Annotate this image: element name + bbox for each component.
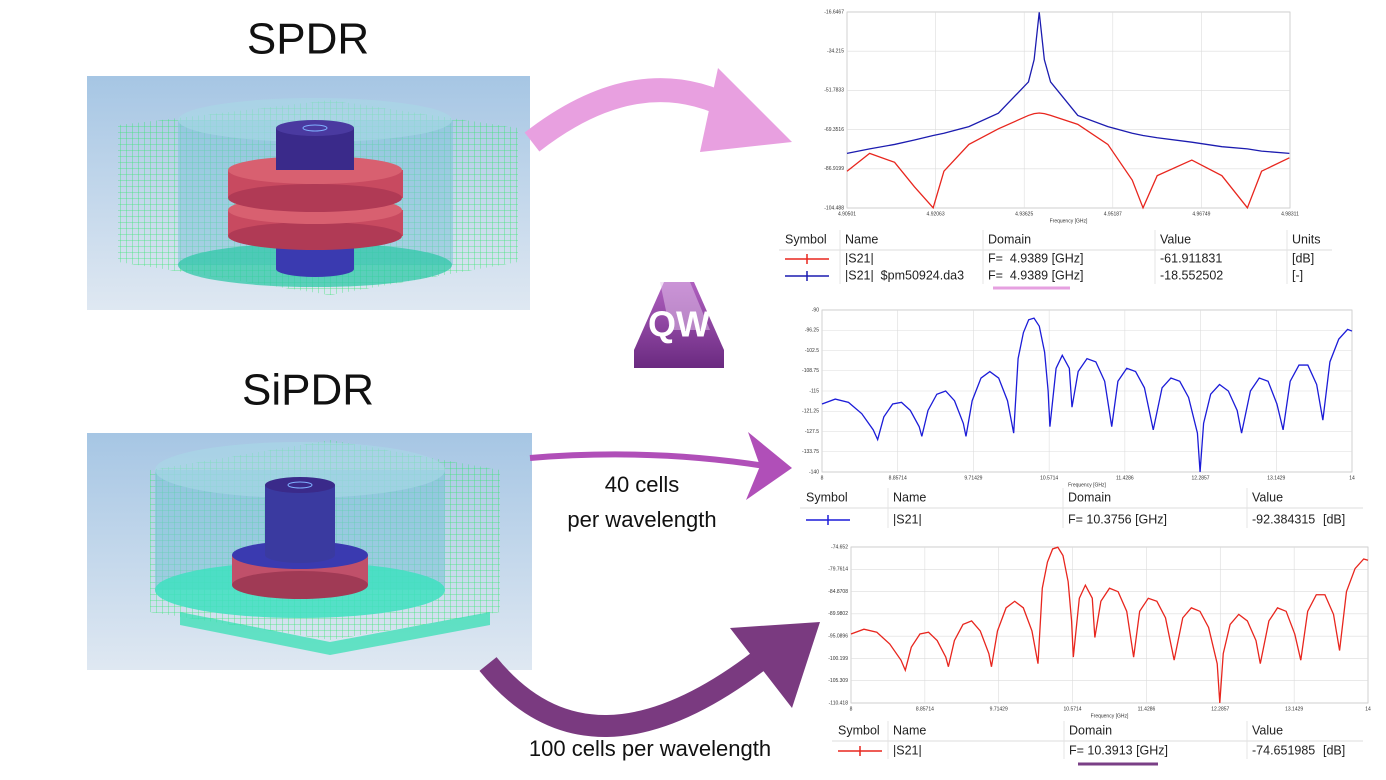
y-tick-label: -69.3516 [824, 127, 844, 133]
table-cell: -92.384315 [1252, 512, 1315, 526]
x-tick-label: 8.85714 [889, 475, 907, 481]
logo-text: QW [648, 304, 710, 345]
y-tick-label: -104.488 [824, 205, 844, 211]
x-tick-label: 14 [1365, 706, 1371, 712]
y-tick-label: -84.8708 [828, 589, 848, 595]
table-header: Units [1292, 232, 1320, 246]
y-tick-label: -110.418 [829, 700, 849, 706]
plot-area [846, 11, 1291, 209]
y-tick-label: -140 [809, 469, 819, 475]
x-tick-label: 9.71429 [964, 475, 982, 481]
y-tick-label: -102.5 [805, 348, 819, 354]
series-line [850, 546, 1369, 703]
y-tick-label: -51.7833 [824, 88, 844, 94]
table-header: Symbol [785, 232, 827, 246]
table-cell: -18.552502 [1160, 268, 1223, 282]
y-tick-label: -96.25 [805, 328, 819, 334]
x-tick-label: 10.5714 [1040, 475, 1058, 481]
annotation: 100 cells per wavelength [529, 736, 771, 761]
y-tick-label: -34.215 [827, 49, 844, 55]
legend-name: |S21| [893, 743, 922, 757]
y-tick-label: -121.25 [802, 409, 819, 415]
y-tick-label: -74.652 [831, 544, 848, 550]
x-axis-label: Frequency [GHz] [1091, 713, 1129, 719]
x-tick-label: 13.1429 [1285, 706, 1303, 712]
table-cell: F= 10.3913 [GHz] [1069, 743, 1168, 757]
x-tick-label: 12.2857 [1211, 706, 1229, 712]
x-tick-label: 9.71429 [990, 706, 1008, 712]
arrows [479, 68, 820, 737]
x-tick-label: 14 [1349, 475, 1355, 481]
table-header: Name [845, 232, 878, 246]
legend-name: |S21| [845, 251, 874, 265]
y-tick-label: -89.9802 [828, 611, 848, 617]
x-tick-label: 11.4286 [1116, 475, 1134, 481]
annotation: per wavelength [567, 507, 716, 532]
table-header: Domain [988, 232, 1031, 246]
y-tick-label: -95.0896 [828, 633, 848, 639]
x-axis-label: Frequency [GHz] [1050, 218, 1088, 224]
y-tick-label: -100.199 [828, 656, 848, 662]
sipdr-title: SiPDR [242, 366, 374, 415]
plot-area [850, 546, 1369, 704]
x-tick-label: 8.85714 [916, 706, 934, 712]
y-tick-label: -90 [812, 307, 819, 313]
y-tick-label: -127.5 [805, 429, 819, 435]
x-tick-label: 4.90501 [838, 211, 856, 217]
x-tick-label: 8 [821, 475, 824, 481]
spdr-model [87, 76, 530, 310]
x-tick-label: 12.2857 [1192, 475, 1210, 481]
table-header: Domain [1069, 723, 1112, 737]
y-tick-label: -108.75 [802, 368, 819, 374]
table-header: Symbol [838, 723, 880, 737]
x-tick-label: 10.5714 [1064, 706, 1082, 712]
y-tick-label: -86.9199 [824, 166, 844, 172]
table-header: Name [893, 490, 926, 504]
table-cell: F= 10.3756 [GHz] [1068, 512, 1167, 526]
table-header: Name [893, 723, 926, 737]
series-line [846, 112, 1290, 210]
annotation: 40 cells [605, 472, 680, 497]
table-header: Value [1252, 723, 1283, 737]
table-header: Domain [1068, 490, 1111, 504]
table-cell: -61.911831 [1160, 251, 1222, 265]
table-header: Value [1252, 490, 1283, 504]
table-cell: [-] [1292, 268, 1303, 282]
spdr-title: SPDR [247, 15, 369, 64]
table-header: Value [1160, 232, 1191, 246]
x-tick-label: 4.95187 [1104, 211, 1122, 217]
x-tick-label: 4.96749 [1192, 211, 1210, 217]
x-tick-label: 13.1429 [1267, 475, 1285, 481]
table-header: Symbol [806, 490, 848, 504]
x-tick-label: 4.92063 [927, 211, 945, 217]
y-tick-label: -16.6467 [824, 9, 844, 15]
qw-logo: QW [634, 282, 724, 368]
series-line [821, 317, 1353, 473]
y-tick-label: -105.309 [828, 678, 848, 684]
x-tick-label: 11.4286 [1138, 706, 1156, 712]
table-cell: [dB] [1323, 512, 1345, 526]
table-cell: F= 4.9389 [GHz] [988, 268, 1084, 282]
x-tick-label: 4.98311 [1281, 211, 1299, 217]
y-tick-label: -133.75 [802, 449, 819, 455]
x-tick-label: 4.93625 [1015, 211, 1033, 217]
legend-name: |S21| [893, 512, 922, 526]
table-cell: F= 4.9389 [GHz] [988, 251, 1084, 265]
table-cell: [dB] [1323, 743, 1345, 757]
x-axis-label: Frequency [GHz] [1068, 482, 1106, 488]
series-line [846, 12, 1290, 155]
y-tick-label: -79.7614 [828, 567, 848, 573]
table-cell: -74.651985 [1252, 743, 1315, 757]
y-tick-label: -115 [809, 388, 819, 394]
x-tick-label: 8 [850, 706, 853, 712]
legend-name: |S21| $pm50924.da3 [845, 268, 964, 282]
sipdr-model [87, 433, 532, 670]
table-cell: [dB] [1292, 251, 1314, 265]
